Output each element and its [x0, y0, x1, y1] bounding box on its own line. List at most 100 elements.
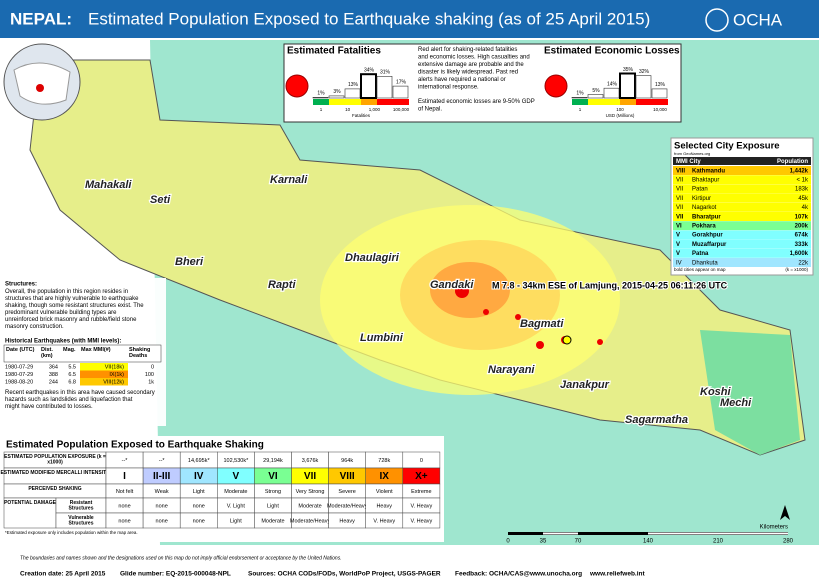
axis-label: 1	[320, 107, 323, 112]
loss-bar	[360, 73, 377, 99]
hist-cell: VIII(12k)	[103, 379, 124, 385]
vulnerable-cell: none	[193, 518, 205, 524]
mmi-cell: VII	[304, 471, 316, 482]
city-row	[673, 239, 811, 249]
kathmandu-marker	[562, 335, 572, 345]
city-mmi: VII	[676, 214, 684, 220]
city-pop: 1,442k	[790, 168, 809, 174]
city-pop: 22k	[798, 260, 809, 266]
hist-cell: 364	[49, 364, 58, 370]
axis-title: Fatalities	[352, 113, 371, 118]
axis-label: 10	[345, 107, 351, 112]
city-row	[673, 202, 811, 212]
shaking-cell: Weak	[155, 489, 169, 495]
resistant-cell: Moderate	[298, 503, 321, 509]
resistant-cell: Heavy	[376, 503, 392, 509]
city-name: Pokhara	[692, 223, 716, 229]
vulnerable-cell: V. Heavy	[373, 518, 395, 524]
shaking-cell: Strong	[265, 489, 281, 495]
exposure-cell: 102,530k*	[223, 458, 249, 464]
city-row	[673, 175, 811, 185]
scale-label: 280	[783, 539, 794, 545]
logo: OCHA	[733, 10, 783, 29]
hist-cell: 244	[49, 379, 58, 385]
hist-cell: 1988-08-20	[5, 379, 33, 385]
scale-label: 35	[540, 539, 547, 545]
loss-bar	[376, 76, 393, 99]
loss-bar	[328, 95, 345, 99]
mmi-cell: I	[123, 471, 126, 482]
region-label: Karnali	[270, 174, 308, 186]
resistant-cell: none	[193, 503, 205, 509]
bar-label: 1%	[317, 91, 325, 97]
exposure-cell: --*	[122, 458, 129, 464]
vulnerable-cell: V. Heavy	[410, 518, 432, 524]
city-pop: 4k	[802, 205, 809, 211]
globe-land	[13, 62, 71, 105]
bar-label: 13%	[348, 82, 359, 88]
title: Estimated Population Exposed to Earthqua…	[88, 9, 650, 28]
row-label: PERCEIVED SHAKING	[28, 486, 81, 492]
title-prefix: NEPAL:	[10, 9, 72, 28]
city-pop: 45k	[798, 196, 809, 202]
city-note: bold cities appear on map	[674, 267, 726, 272]
row-label: Resistant Structures	[68, 500, 93, 512]
scale-label: 210	[713, 539, 724, 545]
bar-label: 34%	[364, 68, 375, 74]
alert-text: Red alert for shaking-related fatalities…	[418, 47, 530, 91]
city-mmi: IV	[676, 260, 682, 266]
region-label: Mechi	[720, 397, 752, 409]
city-name: Patna	[692, 251, 709, 257]
bar-label: 3%	[333, 89, 341, 95]
loss-bar	[571, 97, 588, 99]
scale-swatch	[572, 99, 588, 105]
hist-cell: 1k	[148, 379, 154, 385]
exposure-title: Estimated Population Exposed to Earthqua…	[6, 440, 264, 451]
footer-item: Feedback: OCHA/CAS@www.unocha.org	[455, 571, 582, 578]
epicenter	[455, 284, 469, 298]
cell	[402, 512, 441, 529]
city-name: Patan	[692, 187, 708, 193]
city-row	[673, 248, 811, 258]
hist-cell: 0	[151, 364, 154, 370]
region-label: Narayani	[488, 364, 535, 376]
hist-cell: 1980-07-29	[5, 364, 33, 370]
exposure-cell: 0	[420, 458, 423, 464]
col-header: Population	[777, 159, 808, 165]
scale-swatch	[345, 99, 361, 105]
bar-label: 13%	[655, 82, 666, 88]
vulnerable-cell: Heavy	[339, 518, 355, 524]
hist-header	[3, 344, 162, 363]
city-mmi: VIII	[676, 168, 685, 174]
hist-mmi-cell	[80, 370, 128, 378]
city-table-header	[673, 157, 811, 165]
vulnerable-cell: Moderate	[261, 518, 284, 524]
exposure-note: *Estimated exposure only includes popula…	[5, 530, 138, 535]
region-label: Dhaulagiri	[345, 252, 400, 264]
footer-item: Glide number: EQ-2015-000048-NPL	[120, 571, 231, 578]
city-row	[673, 258, 811, 267]
resistant-cell: Moderate/Heavy	[327, 503, 368, 509]
loss-bar	[392, 85, 409, 99]
city-name: Nagarkot	[692, 205, 717, 211]
exposure-cell: 728k	[378, 458, 390, 464]
city-row	[673, 212, 811, 221]
vulnerable-cell: none	[156, 518, 168, 524]
city-name: Bharatpur	[692, 214, 721, 220]
city-name: Kirtipur	[692, 196, 711, 202]
scale-swatch	[313, 99, 329, 105]
region-label: Rapti	[268, 279, 296, 291]
mmi-cell: VI	[268, 471, 278, 482]
city-mmi: V	[676, 251, 680, 257]
resistant-cell: Light	[267, 503, 279, 509]
bar-label: 35%	[623, 67, 634, 73]
historical-title: Historical Earthquakes (with MMI levels)…	[5, 339, 121, 345]
row-label: ESTIMATED POPULATION EXPOSURE (k = x1000)	[4, 454, 106, 466]
exposure-cell: 14,695k*	[188, 458, 211, 464]
row-label: POTENTIAL DAMAGE	[4, 500, 57, 506]
panel-title: Estimated Fatalities	[287, 46, 381, 57]
resistant-cell: none	[118, 503, 130, 509]
secondary-text: Recent earthquakes in this area have cau…	[5, 390, 155, 410]
resistant-cell: V. Light	[227, 503, 246, 509]
hist-cell: 6.8	[68, 379, 76, 385]
